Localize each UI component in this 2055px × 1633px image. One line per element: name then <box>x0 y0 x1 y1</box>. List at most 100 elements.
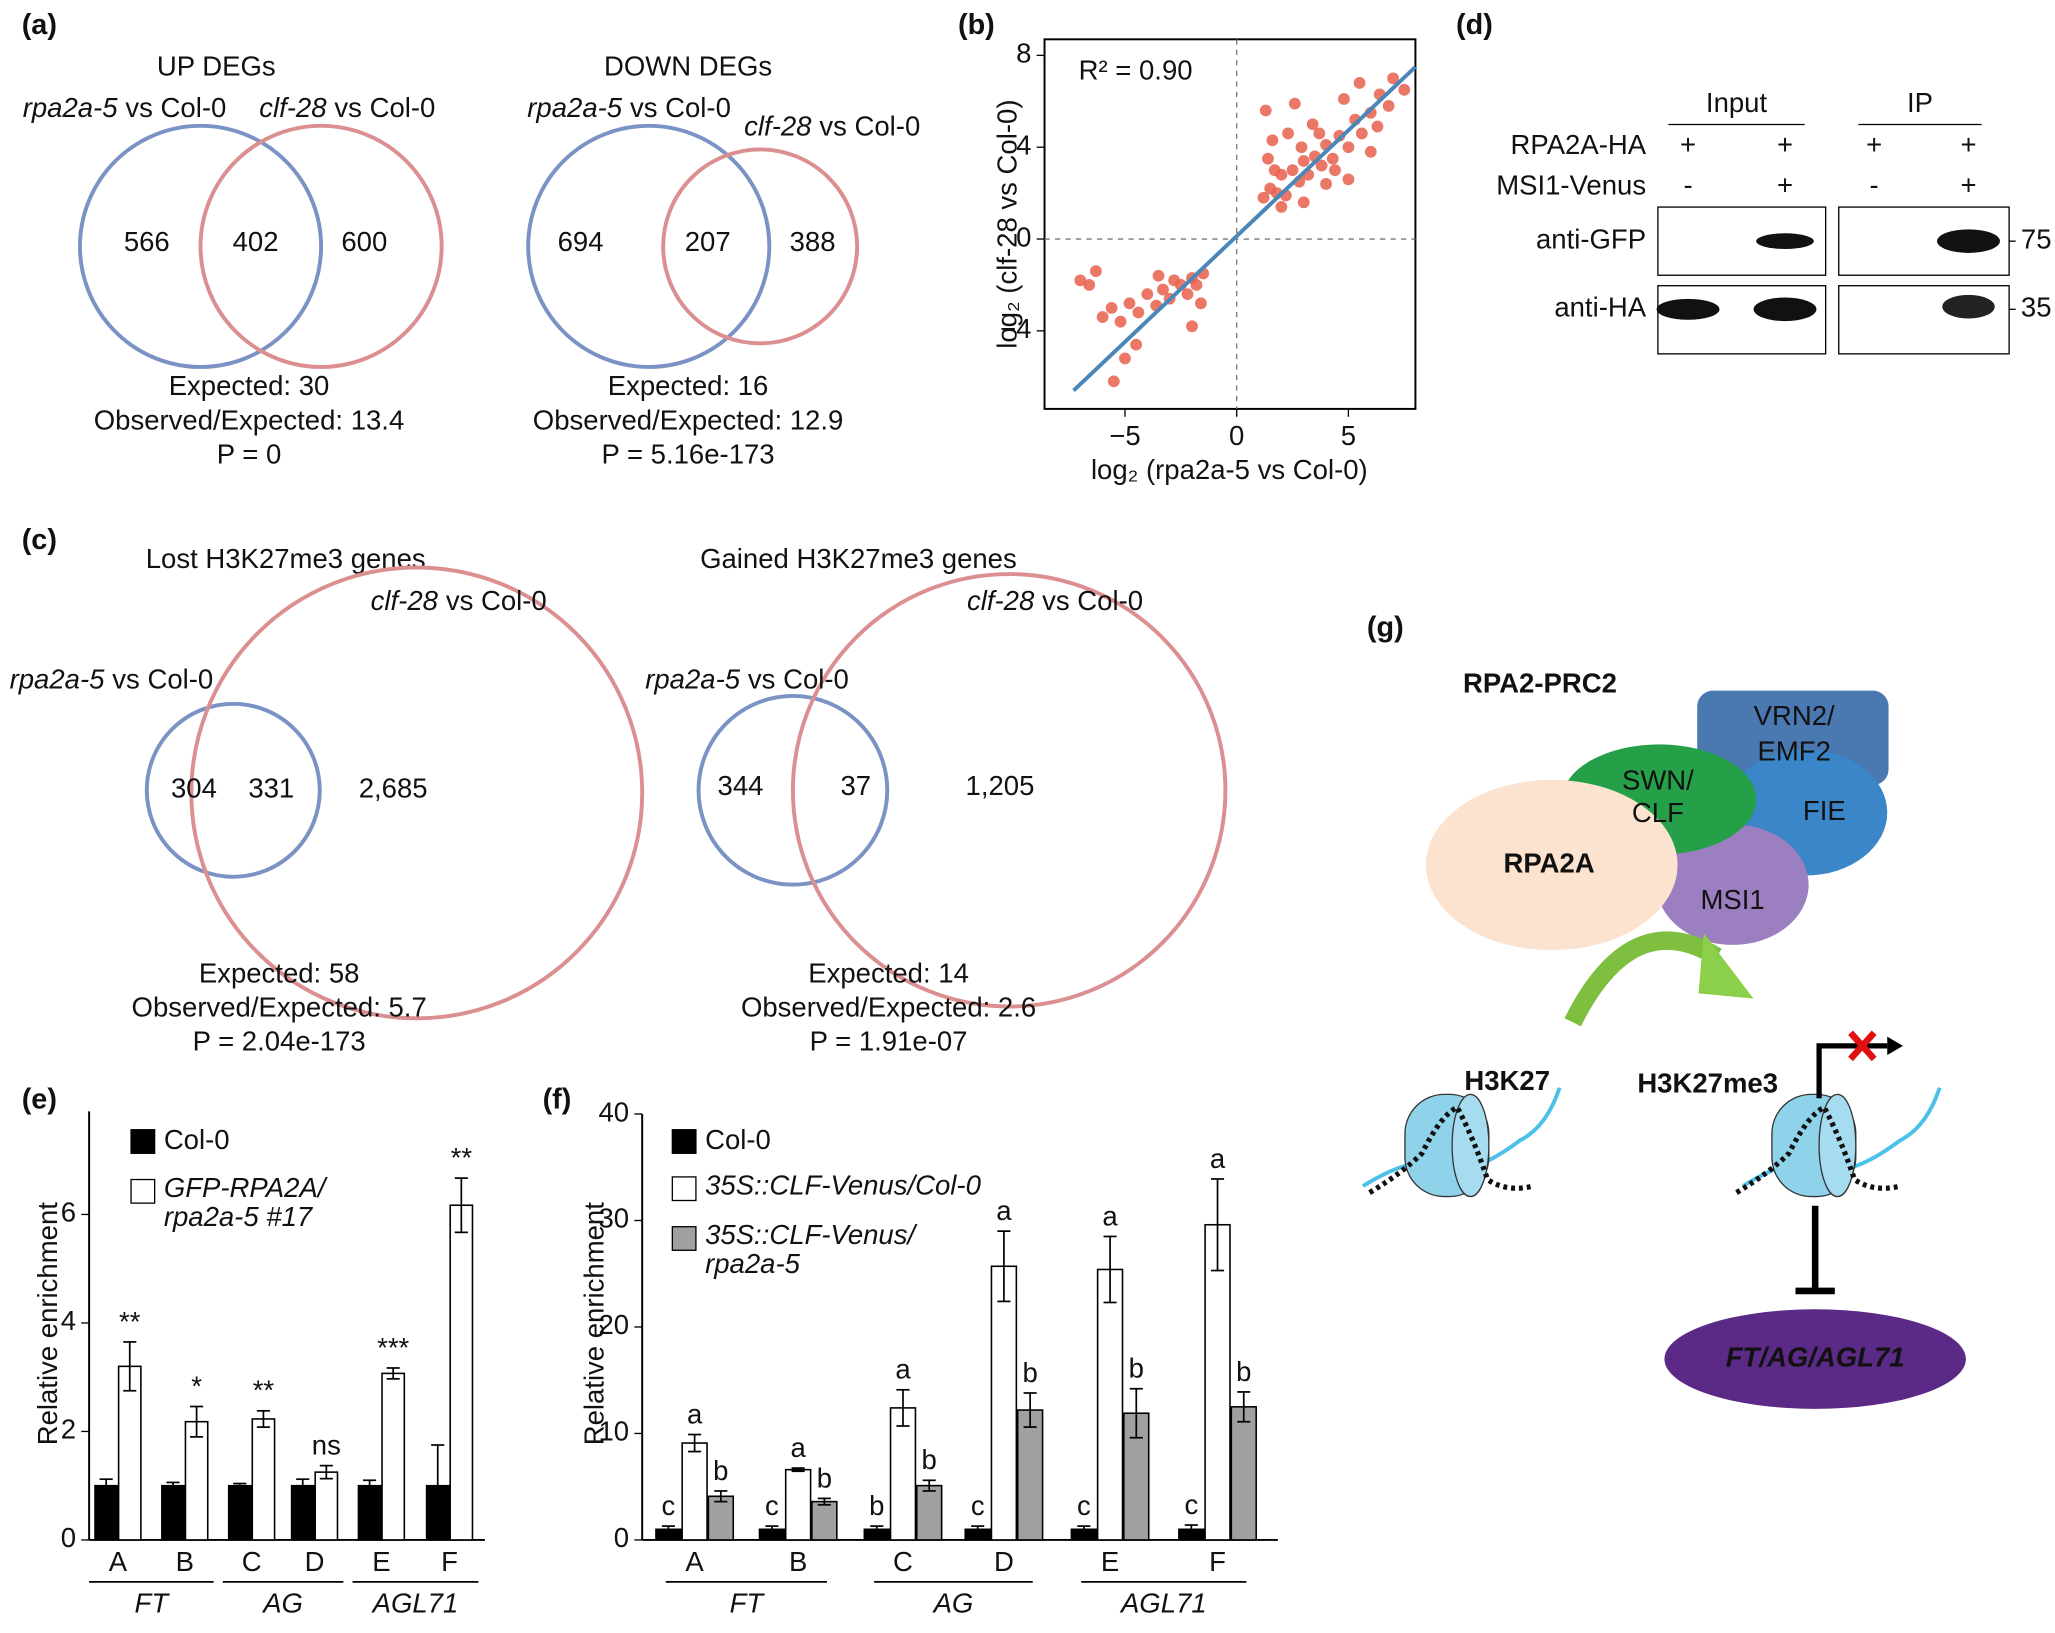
point <box>1168 274 1181 287</box>
point <box>1286 164 1299 177</box>
band <box>1756 233 1814 250</box>
point <box>1313 127 1326 140</box>
venn-stat: P = 2.04e-173 <box>193 1025 366 1056</box>
point <box>1141 288 1154 301</box>
venn-count: 1,205 <box>966 770 1035 801</box>
significance: c <box>1184 1489 1198 1520</box>
point <box>1282 127 1294 140</box>
y-tick-label: −4 <box>1000 313 1031 344</box>
legend-swatch <box>671 1176 697 1202</box>
venn-count: 304 <box>171 773 217 804</box>
x-tick-label: F <box>1209 1546 1226 1577</box>
x-tick-label: F <box>441 1546 458 1577</box>
significance: c <box>662 1490 676 1521</box>
bar <box>1230 1406 1257 1541</box>
set-label: rpa2a-5 vs Col-0 <box>527 92 731 123</box>
point <box>1152 269 1165 282</box>
gene-group: AG <box>261 1588 303 1619</box>
nucleosome <box>1735 1087 1942 1198</box>
bar <box>1096 1268 1124 1541</box>
rpa2a-shape <box>1425 779 1678 951</box>
significance: ** <box>451 1142 473 1173</box>
venn-count: 402 <box>233 226 279 257</box>
significance: a <box>996 1195 1012 1226</box>
point <box>1123 297 1136 310</box>
significance: a <box>687 1398 703 1429</box>
bar <box>784 1468 812 1541</box>
legend-label: GFP-RPA2A/rpa2a-5 #17 <box>164 1172 329 1232</box>
bar <box>161 1484 185 1541</box>
significance: b <box>1022 1357 1037 1388</box>
venn-circle <box>790 572 1228 1009</box>
point <box>1262 152 1274 165</box>
legend-swatch <box>671 1226 697 1251</box>
venn-stat: P = 5.16e-173 <box>601 438 774 469</box>
set-label: rpa2a-5 vs Col-0 <box>645 664 849 695</box>
arrow-arc <box>1564 931 1722 1027</box>
comparison: vs Col-0 <box>125 92 226 123</box>
point <box>1083 279 1096 291</box>
venn-stat: Observed/Expected: 12.9 <box>533 404 844 435</box>
significance: a <box>1102 1200 1118 1231</box>
point <box>1387 72 1399 85</box>
significance: *** <box>377 1332 409 1363</box>
model-graphics <box>1361 690 1966 1409</box>
significance: a <box>790 1432 806 1463</box>
legend-swatch <box>671 1129 697 1154</box>
bar <box>449 1204 474 1541</box>
y-tick-label: 10 <box>598 1416 629 1447</box>
panel-label: (g) <box>1367 612 1404 644</box>
gene-name: rpa2a-5 <box>10 664 106 695</box>
venn-stat: Expected: 58 <box>199 957 360 988</box>
venn-stat: Observed/Expected: 2.6 <box>741 991 1036 1022</box>
point <box>1157 283 1169 296</box>
legend-swatch <box>130 1129 156 1154</box>
blot-graphics <box>1656 123 2016 355</box>
significance: b <box>869 1490 884 1521</box>
point <box>1297 155 1310 167</box>
arrow-head <box>1698 933 1754 999</box>
panel-label: (f) <box>543 1084 572 1116</box>
blot-mark: - <box>1683 170 1692 201</box>
subunit: MSI1 <box>1700 884 1764 915</box>
x-tick-label: C <box>893 1546 913 1577</box>
bar <box>357 1484 382 1541</box>
block-x <box>1848 1030 1877 1062</box>
point <box>1195 297 1207 310</box>
y-tick-label: 30 <box>598 1203 629 1234</box>
y-tick-label: 6 <box>61 1197 76 1228</box>
x-tick-label: C <box>242 1546 262 1577</box>
point <box>1268 164 1281 177</box>
set-label: clf-28 vs Col-0 <box>967 585 1143 616</box>
venn-count: 388 <box>790 226 836 257</box>
antibody: anti-GFP <box>1536 223 1646 254</box>
venn-count: 600 <box>341 226 387 257</box>
point <box>1342 173 1355 186</box>
blot-column: Input <box>1706 87 1768 118</box>
x-tick-label: B <box>176 1546 194 1577</box>
y-tick-label: 40 <box>598 1096 629 1127</box>
point <box>1398 83 1411 96</box>
y-tick-label: 0 <box>1016 221 1031 252</box>
histone-mark: H3K27me3 <box>1637 1067 1778 1098</box>
significance: a <box>1210 1143 1226 1174</box>
bar <box>681 1442 708 1541</box>
significance: c <box>1077 1490 1091 1521</box>
gene-group: AGL71 <box>1119 1588 1207 1619</box>
significance: b <box>817 1462 832 1493</box>
legend-swatch <box>130 1178 156 1204</box>
venn-title: UP DEGs <box>157 50 276 81</box>
point <box>1355 127 1368 140</box>
x-tick-label: 0 <box>1229 420 1244 451</box>
set-label: rpa2a-5 vs Col-0 <box>23 92 227 123</box>
gene-name: clf-28 <box>744 111 812 142</box>
bar <box>1204 1223 1231 1541</box>
point <box>1297 196 1310 209</box>
band <box>1942 294 1995 319</box>
bar <box>227 1484 252 1541</box>
blot-mark: + <box>1777 170 1793 201</box>
venn-circle <box>77 123 324 369</box>
antibody: anti-HA <box>1554 292 1646 323</box>
legend-label: 35S::CLF-Venus/Col-0 <box>705 1170 981 1201</box>
